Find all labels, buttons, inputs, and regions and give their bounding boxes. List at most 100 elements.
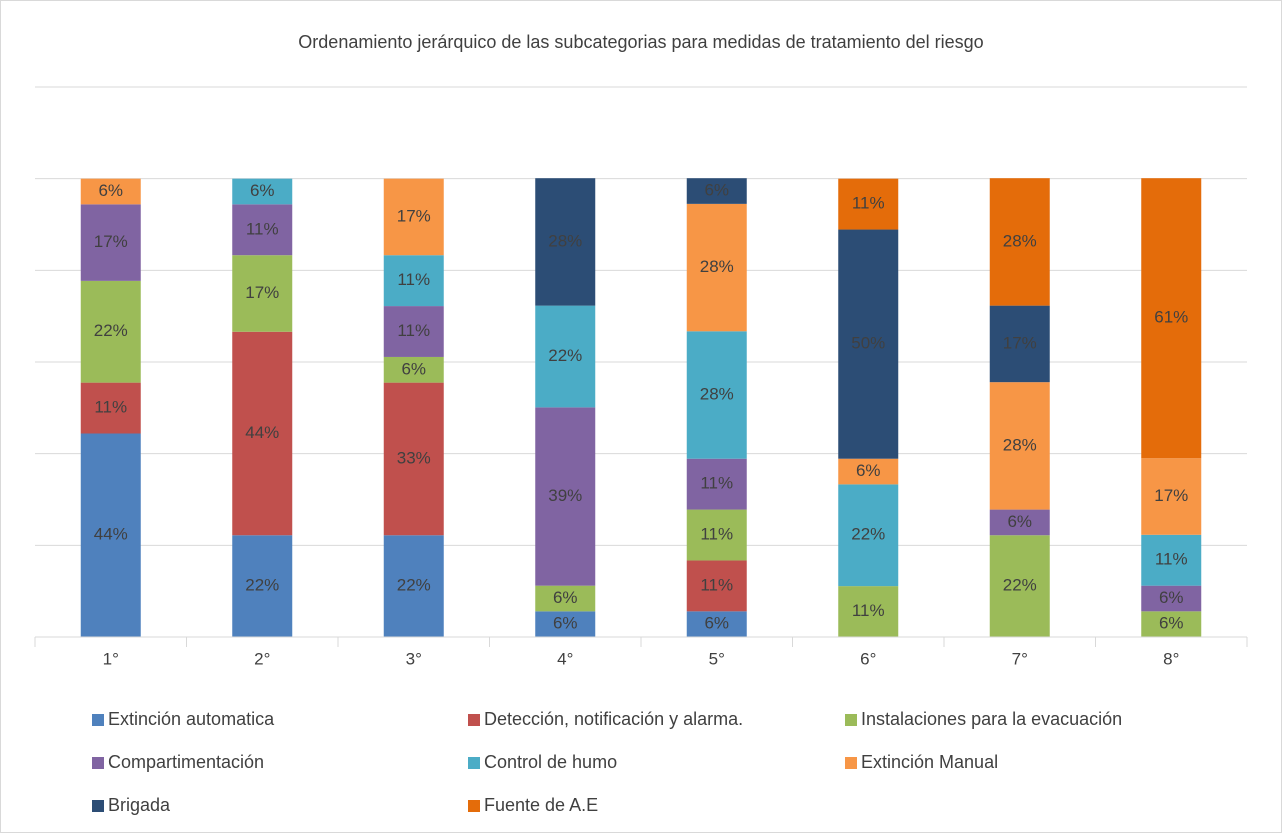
- data-label: 17%: [94, 232, 128, 251]
- data-label: 17%: [1003, 333, 1037, 352]
- legend-label: Instalaciones para la evacuación: [861, 709, 1122, 729]
- data-label: 11%: [700, 575, 733, 594]
- legend-swatch: [845, 714, 857, 726]
- data-label: 11%: [94, 398, 127, 417]
- bar-segment: [535, 305, 596, 408]
- data-label: 22%: [548, 346, 582, 365]
- bar-segment: [838, 484, 899, 587]
- bar-segment: [80, 204, 141, 281]
- bar-segment: [383, 255, 444, 307]
- x-tick-label: 2°: [254, 649, 270, 668]
- bar-segment: [80, 433, 141, 637]
- data-label: 6%: [704, 614, 729, 633]
- bar-segment: [383, 382, 444, 536]
- bar-segment: [686, 331, 747, 459]
- chart-title: Ordenamiento jerárquico de las subcatego…: [298, 32, 983, 52]
- bar-segment: [80, 280, 141, 383]
- data-label: 17%: [245, 283, 279, 302]
- x-tick-label: 5°: [709, 649, 725, 668]
- bar-segment: [989, 382, 1050, 510]
- data-label: 11%: [246, 219, 279, 238]
- data-label: 17%: [1154, 486, 1188, 505]
- bar-segment: [535, 585, 596, 612]
- x-tick-label: 8°: [1163, 649, 1179, 668]
- x-tick-label: 6°: [860, 649, 876, 668]
- data-label: 11%: [852, 601, 885, 620]
- legend-label: Brigada: [108, 795, 171, 815]
- legend-label: Fuente de A.E: [484, 795, 598, 815]
- bar-segment: [80, 178, 141, 205]
- data-label: 6%: [553, 614, 578, 633]
- bar-segment: [686, 178, 747, 204]
- data-label: 11%: [852, 194, 885, 213]
- bar-segment: [838, 178, 899, 230]
- data-label: 11%: [700, 525, 733, 544]
- data-label: 22%: [245, 576, 279, 595]
- bar-segment: [1141, 458, 1202, 535]
- bar-segment: [989, 509, 1050, 536]
- legend-label: Control de humo: [484, 752, 617, 772]
- data-label: 6%: [1159, 588, 1184, 607]
- data-label: 6%: [250, 181, 275, 200]
- data-label: 28%: [548, 231, 582, 250]
- data-label: 28%: [700, 257, 734, 276]
- data-label: 6%: [1007, 512, 1032, 531]
- legend-label: Extinción Manual: [861, 752, 998, 772]
- legend-swatch: [92, 714, 104, 726]
- data-label: 39%: [548, 486, 582, 505]
- bar-segment: [1141, 178, 1202, 459]
- bar-segment: [1141, 611, 1202, 637]
- bar-segment: [989, 305, 1050, 383]
- bar-segment: [232, 178, 293, 205]
- bar-segment: [1141, 534, 1202, 586]
- bar-segment: [686, 611, 747, 637]
- data-label: 44%: [94, 525, 128, 544]
- legend-swatch: [468, 757, 480, 769]
- bar-segment: [686, 458, 747, 510]
- legend-swatch: [845, 757, 857, 769]
- data-label: 6%: [856, 461, 881, 480]
- bar-segment: [232, 331, 293, 536]
- data-label: 50%: [851, 334, 885, 353]
- bar-segment: [383, 306, 444, 357]
- bar-segment: [383, 356, 444, 383]
- bar-segment: [989, 178, 1050, 306]
- data-label: 22%: [94, 321, 128, 340]
- x-tick-label: 4°: [557, 649, 573, 668]
- data-label: 28%: [700, 384, 734, 403]
- bar-segment: [383, 178, 444, 256]
- legend-label: Extinción automatica: [108, 709, 275, 729]
- data-label: 6%: [98, 181, 123, 200]
- legend-swatch: [92, 800, 104, 812]
- legend-label: Compartimentación: [108, 752, 264, 772]
- bar-segment: [686, 509, 747, 561]
- bar-segment: [535, 178, 596, 306]
- x-tick-label: 7°: [1012, 649, 1028, 668]
- data-label: 11%: [397, 321, 430, 340]
- data-label: 11%: [700, 474, 733, 493]
- bar-segment: [686, 560, 747, 612]
- data-label: 6%: [553, 588, 578, 607]
- bar-segment: [686, 203, 747, 332]
- data-label: 22%: [397, 576, 431, 595]
- data-label: 28%: [1003, 231, 1037, 250]
- bar-segment: [535, 611, 596, 637]
- legend-swatch: [468, 800, 480, 812]
- bar-segment: [535, 407, 596, 586]
- data-label: 17%: [397, 206, 431, 225]
- data-label: 11%: [397, 270, 430, 289]
- x-tick-label: 1°: [103, 649, 119, 668]
- legend-swatch: [468, 714, 480, 726]
- bar-segment: [232, 535, 293, 637]
- data-label: 44%: [245, 423, 279, 442]
- bar-segment: [838, 229, 899, 459]
- bar-segment: [838, 458, 899, 485]
- data-label: 6%: [1159, 614, 1184, 633]
- data-label: 61%: [1154, 308, 1188, 327]
- x-tick-label: 3°: [406, 649, 422, 668]
- data-label: 6%: [704, 181, 729, 200]
- data-label: 22%: [1003, 576, 1037, 595]
- data-label: 22%: [851, 525, 885, 544]
- bar-segment: [80, 382, 141, 434]
